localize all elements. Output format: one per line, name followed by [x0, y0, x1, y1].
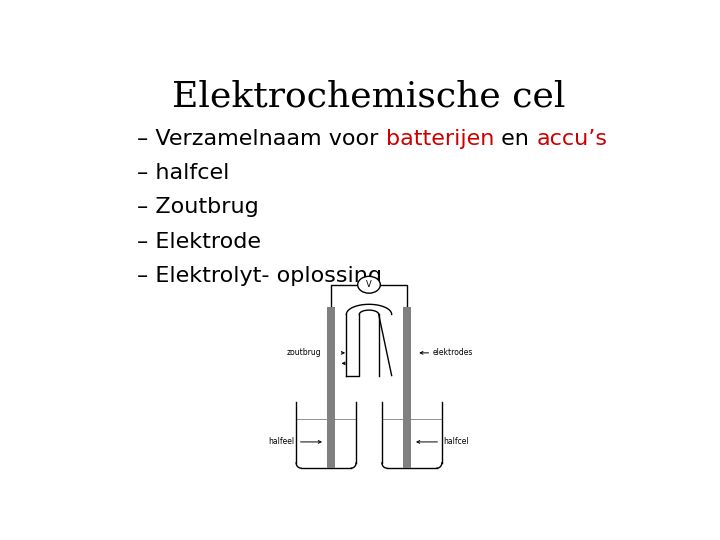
Text: – Zoutbrug: – Zoutbrug — [138, 198, 259, 218]
Circle shape — [358, 276, 380, 293]
Text: elektrodes: elektrodes — [433, 348, 473, 357]
Text: – Elektrolyt- oplossing: – Elektrolyt- oplossing — [138, 266, 382, 286]
Text: V: V — [366, 280, 372, 289]
Text: Elektrochemische cel: Elektrochemische cel — [172, 79, 566, 113]
Text: – halfcel: – halfcel — [138, 163, 230, 184]
Text: – Verzamelnaam voor: – Verzamelnaam voor — [138, 129, 386, 149]
Text: accu’s: accu’s — [536, 129, 607, 149]
Bar — [327, 307, 336, 468]
Text: zoutbrug: zoutbrug — [287, 348, 322, 357]
Text: halfeel: halfeel — [269, 437, 294, 447]
Text: halfcel: halfcel — [444, 437, 469, 447]
Text: en: en — [495, 129, 536, 149]
Text: batterijen: batterijen — [386, 129, 495, 149]
Bar — [402, 307, 411, 468]
Text: – Elektrode: – Elektrode — [138, 232, 261, 252]
